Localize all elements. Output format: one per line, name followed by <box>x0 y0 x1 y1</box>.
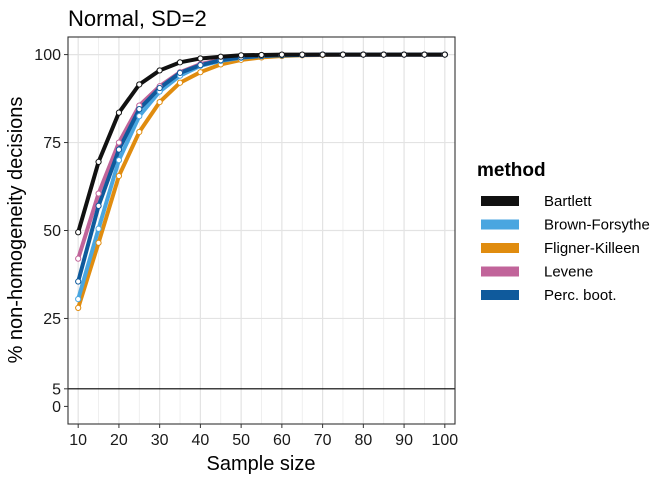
data-point <box>115 109 123 116</box>
data-point <box>115 157 123 164</box>
legend-label: Levene <box>544 264 593 281</box>
x-tick-label: 10 <box>69 432 87 449</box>
data-point <box>176 69 184 76</box>
data-point <box>75 296 82 303</box>
data-point <box>75 304 82 311</box>
legend-label: Brown-Forsythe <box>544 217 650 234</box>
data-point <box>156 84 163 92</box>
x-tick-label: 90 <box>395 432 413 449</box>
legend-key <box>481 196 519 206</box>
data-point <box>95 190 102 197</box>
data-point <box>278 51 285 58</box>
x-tick-label: 70 <box>314 432 332 449</box>
data-point <box>95 239 102 246</box>
data-point <box>421 51 428 58</box>
data-point <box>197 69 204 76</box>
x-axis: 10 20 30 40 50 60 70 80 90 100 <box>69 424 458 449</box>
data-point <box>197 55 204 62</box>
legend: method Bartlett Brown-Forsythe Fligner-Kil… <box>477 160 650 304</box>
x-tick-label: 30 <box>151 432 169 449</box>
x-axis-label: Sample size <box>207 453 316 475</box>
data-point <box>136 106 143 113</box>
data-point <box>258 51 265 59</box>
y-axis-label: % non-homogeneity decisions <box>5 97 27 364</box>
data-point <box>238 52 245 59</box>
legend-title: method <box>477 160 546 181</box>
chart-title: Normal, SD=2 <box>68 6 207 31</box>
data-point <box>115 172 123 180</box>
legend-label: Perc. boot. <box>544 287 617 304</box>
data-point <box>136 128 143 136</box>
data-point <box>380 51 387 58</box>
data-point <box>197 62 204 69</box>
data-point <box>136 113 143 120</box>
data-point <box>95 225 102 232</box>
data-point <box>441 51 448 58</box>
x-tick-label: 100 <box>431 432 458 449</box>
data-point <box>95 158 102 165</box>
data-point <box>400 51 408 58</box>
data-point <box>156 98 163 106</box>
legend-key <box>481 266 519 277</box>
y-tick-label: 50 <box>43 223 61 240</box>
data-point <box>176 79 184 86</box>
data-point <box>75 255 82 262</box>
y-tick-label: 75 <box>43 135 61 152</box>
data-point <box>115 139 123 146</box>
y-axis: 05 25 50 75 100 <box>34 47 68 416</box>
data-point <box>176 59 184 66</box>
data-point <box>75 229 82 236</box>
data-point <box>339 51 347 58</box>
data-point <box>115 146 123 153</box>
data-point <box>217 53 224 60</box>
y-tick-label: 0 <box>52 399 61 416</box>
x-tick-label: 20 <box>110 432 128 449</box>
data-point <box>75 278 82 285</box>
x-tick-label: 60 <box>273 432 291 449</box>
legend-key <box>481 219 519 230</box>
legend-key <box>481 243 519 253</box>
data-point <box>360 51 367 58</box>
data-point <box>156 67 163 74</box>
data-point <box>319 51 326 58</box>
data-point <box>299 51 306 58</box>
data-point <box>95 202 102 209</box>
data-point <box>136 81 143 88</box>
y-tick-label: 25 <box>43 311 61 328</box>
y-tick-label: 100 <box>34 47 61 64</box>
legend-key <box>481 290 519 300</box>
x-tick-label: 50 <box>232 432 250 449</box>
legend-label: Bartlett <box>544 193 592 210</box>
x-tick-label: 80 <box>354 432 372 449</box>
legend-label: Fligner-Killeen <box>544 240 640 257</box>
series-points <box>75 51 448 311</box>
x-tick-label: 40 <box>191 432 209 449</box>
y-tick-label: 5 <box>52 381 61 398</box>
